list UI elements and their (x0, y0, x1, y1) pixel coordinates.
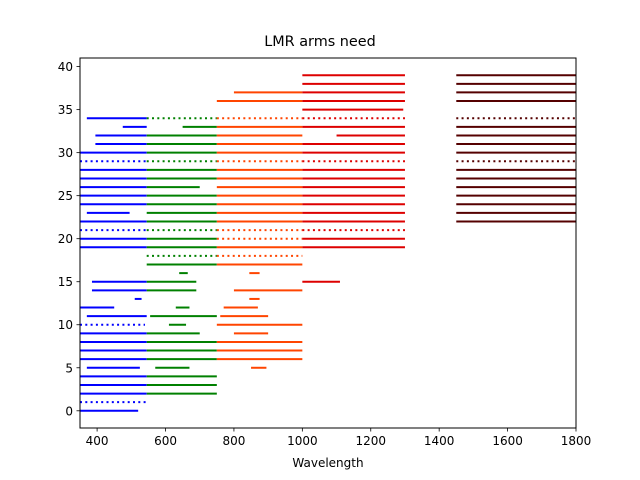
x-tick-label: 600 (154, 434, 177, 448)
x-tick-label: 800 (222, 434, 245, 448)
axes-frame (79, 57, 577, 429)
x-tick-label: 400 (86, 434, 109, 448)
y-tick-label: 25 (58, 189, 73, 203)
x-tick-label: 1800 (561, 434, 592, 448)
y-tick-label: 15 (58, 275, 73, 289)
x-tick-label: 1000 (287, 434, 318, 448)
x-tick-label: 1200 (355, 434, 386, 448)
x-axis-label: Wavelength (292, 456, 363, 470)
y-tick-label: 5 (65, 361, 73, 375)
x-tick-label: 1400 (424, 434, 455, 448)
y-tick-label: 0 (65, 404, 73, 418)
x-tick-label: 1600 (492, 434, 523, 448)
chart-title: LMR arms need (264, 34, 376, 50)
y-tick-label: 10 (58, 318, 73, 332)
y-tick-label: 30 (58, 146, 73, 160)
y-tick-label: 35 (58, 103, 73, 117)
y-tick-label: 20 (58, 232, 73, 246)
y-tick-label: 40 (58, 60, 73, 74)
